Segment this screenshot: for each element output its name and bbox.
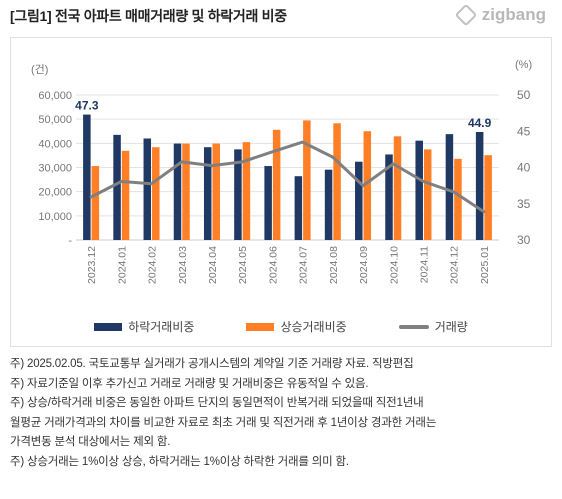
footnote-6: 주) 상승거래는 1%이상 상승, 하락거래는 1%이상 하락한 거래를 의미 …	[10, 455, 349, 468]
legend-label-volume: 거래량	[434, 320, 468, 334]
bar-rise	[121, 150, 130, 240]
right-tick-label: 50	[517, 88, 531, 102]
category-label: 2024.01	[116, 246, 128, 284]
bar-rise	[423, 149, 432, 240]
zigbang-logo: zigbang	[454, 3, 546, 27]
category-label: 2024.02	[147, 246, 159, 284]
category-label: 2024.08	[328, 246, 340, 284]
legend-label-rise: 상승거래비중	[280, 320, 347, 334]
category-label: 2024.03	[177, 246, 189, 284]
data-label: 47.3	[75, 99, 99, 113]
category-label: 2024.05	[237, 246, 249, 284]
left-tick-label: 10,000	[38, 211, 72, 223]
left-tick-label: 30,000	[38, 163, 72, 175]
bar-decline	[385, 154, 393, 240]
bar-rise	[484, 155, 492, 240]
bar-rise	[393, 136, 402, 240]
bar-rise	[303, 120, 311, 240]
bar-decline	[203, 147, 212, 240]
left-tick-label: 60,000	[38, 90, 72, 102]
bar-rise	[333, 123, 341, 240]
bar-decline	[324, 169, 333, 240]
category-label: 2024.04	[207, 246, 219, 284]
legend-item-volume: 거래량	[398, 318, 468, 335]
legend-swatch-rise	[246, 322, 275, 331]
left-axis-unit: (건)	[31, 63, 48, 76]
left-tick-label: -	[68, 235, 72, 247]
bar-decline	[234, 149, 242, 240]
bar-rise	[91, 166, 100, 240]
footnote-5: 가격변동 분석 대상에서는 제외 함.	[10, 436, 171, 448]
right-tick-label: 30	[517, 233, 531, 247]
footnote-2: 주) 자료기준일 이후 추가신고 거래로 거래량 및 거래비중은 유동적일 수 …	[10, 377, 369, 390]
bar-rise	[272, 129, 281, 240]
category-label: 2025.01	[479, 246, 491, 284]
bar-decline	[475, 131, 484, 240]
footnotes: 주) 2025.02.05. 국토교통부 실거래가 공개시스템의 계약일 기준 …	[10, 355, 550, 472]
category-label: 2024.12	[449, 246, 461, 284]
footnote-3: 주) 상승/하락거래 비중은 동일한 아파트 단지의 동일면적이 반복거래 되었…	[10, 397, 424, 409]
logo-text: zigbang	[481, 5, 546, 24]
category-label: 2023.12	[86, 246, 98, 284]
chart-area: - 10,000 20,000 30,000 40,000 50,000 60,000 30 3…	[10, 37, 552, 347]
left-tick-label: 40,000	[38, 138, 72, 150]
category-label: 2024.10	[388, 246, 400, 284]
volume-line	[89, 140, 486, 214]
footnote-1: 주) 2025.02.05. 국토교통부 실거래가 공개시스템의 계약일 기준 …	[10, 358, 414, 370]
chart-title: [그림1] 전국 아파트 매매거래량 및 하락거래 비중	[10, 8, 287, 24]
right-tick-label: 40	[517, 161, 531, 175]
category-label: 2024.11	[418, 246, 430, 283]
category-label: 2024.09	[358, 246, 370, 284]
bar-rise	[182, 143, 190, 240]
legend-label-decline: 하락거래비중	[128, 320, 195, 334]
bar-rise	[212, 143, 220, 240]
bar-decline	[415, 140, 423, 240]
zigbang-logo-icon	[454, 3, 478, 27]
bar-decline	[355, 161, 363, 240]
right-tick-label: 45	[517, 124, 531, 138]
data-label: 44.9	[468, 116, 492, 130]
footnote-4: 월평균 거래가격과의 차이를 비교한 자료로 최초 거래 및 직전거래 후 1년…	[10, 416, 437, 429]
chart-legend: 하락거래비중 상승거래비중 거래량	[11, 318, 551, 335]
legend-swatch-volume	[398, 324, 429, 329]
combo-chart: - 10,000 20,000 30,000 40,000 50,000 60,000 30 3…	[31, 59, 532, 284]
category-label: 2024.06	[267, 246, 279, 284]
bar-decline	[113, 134, 121, 240]
bar-rise	[242, 142, 251, 240]
bar-rise	[454, 158, 462, 240]
legend-item-decline: 하락거래비중	[94, 318, 194, 335]
bar-decline	[143, 138, 152, 240]
legend-item-rise: 상승거래비중	[246, 318, 347, 335]
bar-decline	[445, 134, 454, 240]
bar-decline	[173, 143, 182, 240]
bar-decline	[294, 176, 303, 240]
right-tick-label: 35	[517, 197, 531, 211]
bar-decline	[264, 166, 272, 240]
left-tick-label: 20,000	[38, 187, 72, 199]
bar-decline	[83, 114, 91, 240]
category-label: 2024.07	[298, 246, 310, 284]
bar-rise	[363, 131, 372, 240]
legend-swatch-decline	[94, 322, 123, 331]
bar-rise	[152, 147, 160, 240]
left-tick-label: 50,000	[38, 114, 72, 126]
right-axis-unit: (%)	[515, 59, 532, 71]
